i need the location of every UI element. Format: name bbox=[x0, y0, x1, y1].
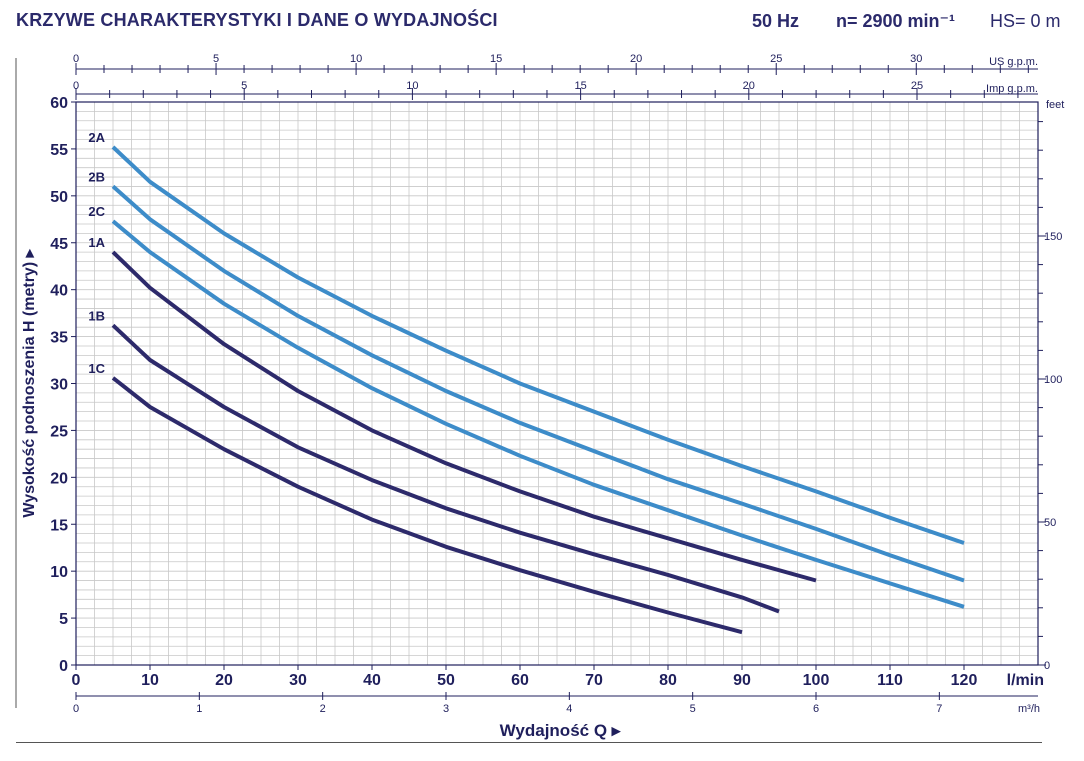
feet-tick-label: 100 bbox=[1044, 374, 1062, 386]
x-tick-label: 0 bbox=[72, 672, 81, 689]
usgpm-tick-label: 20 bbox=[630, 53, 642, 65]
y-tick-label: 0 bbox=[59, 658, 68, 675]
m3h-tick-label: 7 bbox=[936, 703, 942, 715]
feet-tick-label: 50 bbox=[1044, 517, 1056, 529]
x-axis-label: Wydajność Q ▸ bbox=[500, 721, 622, 740]
y-tick-label: 50 bbox=[50, 189, 68, 206]
m3h-tick-label: 5 bbox=[690, 703, 696, 715]
usgpm-tick-label: 0 bbox=[73, 53, 79, 65]
m3h-tick-label: 3 bbox=[443, 703, 449, 715]
x-tick-label: 30 bbox=[289, 672, 307, 689]
x-tick-label: 90 bbox=[733, 672, 751, 689]
suction-height-label: HS= 0 m bbox=[990, 11, 1061, 31]
y-tick-label: 40 bbox=[50, 283, 68, 300]
curve-2c bbox=[111, 219, 965, 609]
curve-1b bbox=[111, 323, 780, 614]
curve-label-1b: 1B bbox=[88, 308, 105, 323]
curve-1a bbox=[111, 250, 817, 583]
impgpm-tick-label: 25 bbox=[911, 80, 923, 92]
feet-unit-label: feet bbox=[1046, 99, 1064, 111]
x-tick-label: 110 bbox=[877, 672, 903, 689]
impgpm-tick-label: 10 bbox=[406, 80, 418, 92]
impgpm-tick-label: 5 bbox=[241, 80, 247, 92]
y-tick-label: 60 bbox=[50, 95, 68, 112]
y-tick-label: 45 bbox=[50, 236, 68, 253]
y-tick-label: 30 bbox=[50, 377, 68, 394]
curve-label-1c: 1C bbox=[88, 361, 105, 376]
usgpm-unit-label: US g.p.m. bbox=[989, 56, 1038, 68]
usgpm-tick-label: 5 bbox=[213, 53, 219, 65]
x-tick-label: 70 bbox=[585, 672, 603, 689]
m3h-tick-label: 6 bbox=[813, 703, 819, 715]
m3h-tick-label: 4 bbox=[566, 703, 572, 715]
curve-label-2c: 2C bbox=[88, 204, 105, 219]
curve-1c bbox=[111, 376, 743, 635]
usgpm-tick-label: 25 bbox=[770, 53, 782, 65]
y-tick-label: 10 bbox=[50, 564, 68, 581]
x-tick-label: 80 bbox=[659, 672, 677, 689]
m3h-tick-label: 0 bbox=[73, 703, 79, 715]
y-tick-label: 25 bbox=[50, 423, 68, 440]
y-tick-label: 20 bbox=[50, 470, 68, 487]
curve-label-1a: 1A bbox=[88, 235, 105, 250]
usgpm-tick-label: 15 bbox=[490, 53, 502, 65]
speed-label: n= 2900 min⁻¹ bbox=[836, 11, 956, 31]
impgpm-unit-label: Imp g.p.m. bbox=[986, 83, 1038, 95]
y-axis-label: Wysokość podnoszenia H (metry) ▸ bbox=[21, 248, 38, 517]
y-tick-label: 5 bbox=[59, 611, 68, 628]
frequency-label: 50 Hz bbox=[752, 11, 800, 31]
x-unit-label: l/min bbox=[1007, 672, 1044, 689]
y-tick-label: 35 bbox=[50, 330, 68, 347]
x-tick-label: 120 bbox=[951, 672, 978, 689]
curve-2a bbox=[111, 145, 965, 545]
y-tick-label: 55 bbox=[50, 142, 68, 159]
x-tick-label: 60 bbox=[511, 672, 529, 689]
usgpm-tick-label: 10 bbox=[350, 53, 362, 65]
x-tick-label: 40 bbox=[363, 672, 381, 689]
bottom-separator bbox=[16, 742, 1042, 743]
usgpm-tick-label: 30 bbox=[910, 53, 922, 65]
impgpm-tick-label: 0 bbox=[73, 80, 79, 92]
curve-label-2a: 2A bbox=[88, 130, 105, 145]
x-tick-label: 10 bbox=[141, 672, 159, 689]
feet-tick-label: 0 bbox=[1044, 660, 1050, 672]
curve-label-2b: 2B bbox=[88, 169, 105, 184]
chart-title: KRZYWE CHARAKTERYSTYKI I DANE O WYDAJNOŚ… bbox=[16, 10, 498, 30]
curve-2b bbox=[111, 184, 965, 583]
x-tick-label: 20 bbox=[215, 672, 233, 689]
impgpm-tick-label: 20 bbox=[743, 80, 755, 92]
x-tick-label: 50 bbox=[437, 672, 455, 689]
m3h-tick-label: 1 bbox=[196, 703, 202, 715]
x-tick-label: 100 bbox=[803, 672, 830, 689]
m3h-unit-label: m³/h bbox=[1018, 703, 1040, 715]
impgpm-tick-label: 15 bbox=[574, 80, 586, 92]
feet-tick-label: 150 bbox=[1044, 231, 1062, 243]
y-tick-label: 15 bbox=[50, 517, 68, 534]
m3h-tick-label: 2 bbox=[320, 703, 326, 715]
